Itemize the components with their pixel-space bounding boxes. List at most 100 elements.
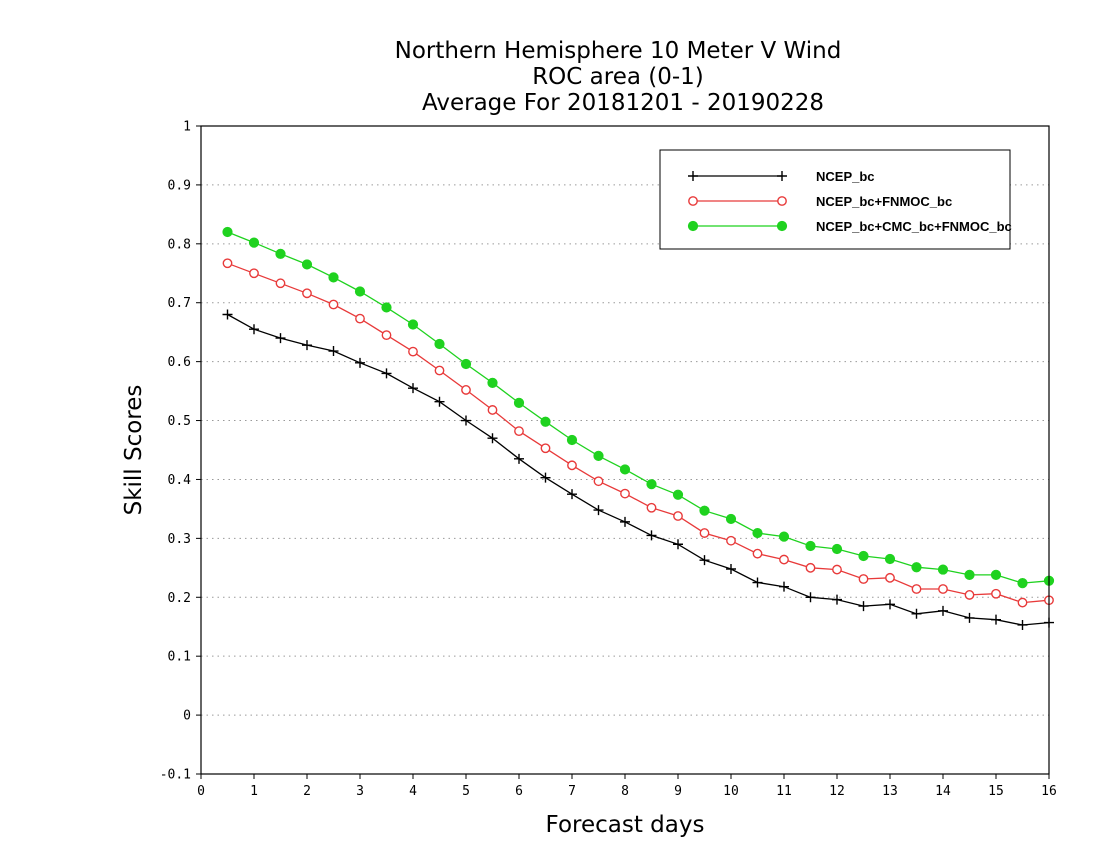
x-tick-label: 6 (515, 784, 523, 799)
data-point (687, 220, 699, 232)
x-tick-label: 15 (988, 784, 1004, 799)
chart-title: Northern Hemisphere 10 Meter V Wind (395, 38, 842, 64)
data-point (964, 612, 975, 623)
data-point (990, 569, 1002, 580)
data-point (911, 608, 922, 619)
data-point (832, 564, 842, 575)
chart-date-range: Average For 20181201 - 20190228 (422, 90, 824, 116)
y-tick-label: 0 (183, 709, 191, 724)
data-point (567, 489, 577, 500)
data-point (381, 302, 392, 313)
data-point (566, 434, 578, 446)
data-point (752, 548, 763, 559)
data-point (355, 357, 365, 368)
data-point (699, 555, 710, 566)
y-tick-label: -0.1 (160, 768, 191, 783)
data-point (593, 450, 604, 461)
data-point (831, 543, 843, 555)
data-point (938, 605, 948, 616)
y-tick-label: 0.7 (168, 296, 191, 311)
data-point (964, 590, 975, 600)
series-ncep-bc (222, 309, 1054, 630)
plot-series (222, 226, 1055, 630)
data-point (593, 476, 604, 487)
data-point (222, 309, 233, 320)
y-tick-label: 0.3 (168, 532, 191, 547)
data-point (248, 237, 260, 248)
data-point (938, 584, 948, 594)
x-tick-label: 10 (723, 784, 739, 799)
data-point (726, 563, 736, 574)
data-point (752, 577, 763, 588)
y-tick-label: 1 (183, 120, 191, 135)
data-point (620, 488, 630, 499)
data-point (275, 248, 286, 259)
data-point (434, 338, 445, 350)
data-point (620, 516, 630, 527)
x-tick-label: 4 (409, 784, 417, 799)
data-point (726, 535, 736, 546)
y-tick-label: 0.9 (168, 178, 191, 193)
data-point (407, 319, 419, 330)
data-point (328, 346, 339, 357)
x-tick-label: 0 (197, 784, 205, 799)
data-point (381, 368, 392, 379)
data-point (514, 426, 524, 437)
data-point (688, 171, 698, 181)
data-point (858, 601, 869, 612)
legend-entry: NCEP_bc (688, 169, 875, 184)
data-point (885, 599, 895, 610)
data-point (355, 313, 365, 324)
data-point (884, 553, 896, 565)
data-point (1017, 619, 1028, 630)
data-point (646, 530, 657, 541)
series-ncep-bc-cmc-bc-fnmoc-bc (222, 226, 1055, 589)
x-tick-label: 8 (621, 784, 629, 799)
data-point (567, 460, 577, 471)
series-ncep-bc-fnmoc-bc (222, 258, 1054, 608)
x-tick-label: 5 (462, 784, 470, 799)
data-point (991, 588, 1001, 599)
data-point (752, 527, 763, 539)
legend-entries: NCEP_bc NCEP_bc+FNMOC_bc NCEP_bc+CMC_bc+FN… (687, 169, 1012, 234)
data-point (937, 564, 949, 575)
gridlines (201, 184, 1049, 716)
data-point (885, 572, 895, 583)
series-line (227, 262, 1050, 604)
y-tick-label: 0.8 (168, 237, 191, 252)
legend-label: NCEP_bc+FNMOC_bc (816, 194, 952, 209)
series-line (227, 231, 1050, 584)
data-point (688, 196, 698, 206)
data-point (991, 614, 1001, 625)
data-point (725, 513, 737, 525)
data-point (832, 594, 842, 605)
data-point (275, 278, 286, 289)
legend-entry: NCEP_bc+CMC_bc+FNMOC_bc (687, 219, 1012, 234)
legend: NCEP_bc NCEP_bc+FNMOC_bc NCEP_bc+CMC_bc+FN… (659, 149, 1012, 250)
data-point (354, 286, 366, 297)
data-point (222, 258, 233, 269)
x-tick-label: 7 (568, 784, 576, 799)
data-point (672, 489, 684, 500)
data-point (619, 464, 631, 475)
x-axis-label: Forecast days (546, 812, 705, 838)
y-tick-label: 0.4 (168, 473, 192, 488)
data-point (964, 569, 975, 580)
data-point (646, 479, 657, 490)
x-tick-label: 16 (1041, 784, 1057, 799)
series-line (227, 313, 1050, 626)
data-point (328, 272, 339, 283)
data-point (673, 511, 683, 521)
data-point (461, 415, 471, 426)
legend-label: NCEP_bc+CMC_bc+FNMOC_bc (816, 219, 1012, 234)
x-tick-label: 11 (776, 784, 792, 799)
data-point (776, 220, 788, 232)
data-point (381, 330, 392, 341)
data-point (699, 528, 710, 538)
data-point (858, 574, 869, 584)
data-point (540, 472, 551, 483)
data-point (328, 299, 339, 310)
data-point (911, 584, 922, 594)
y-tick-label: 0.5 (168, 414, 191, 429)
data-point (487, 377, 498, 388)
